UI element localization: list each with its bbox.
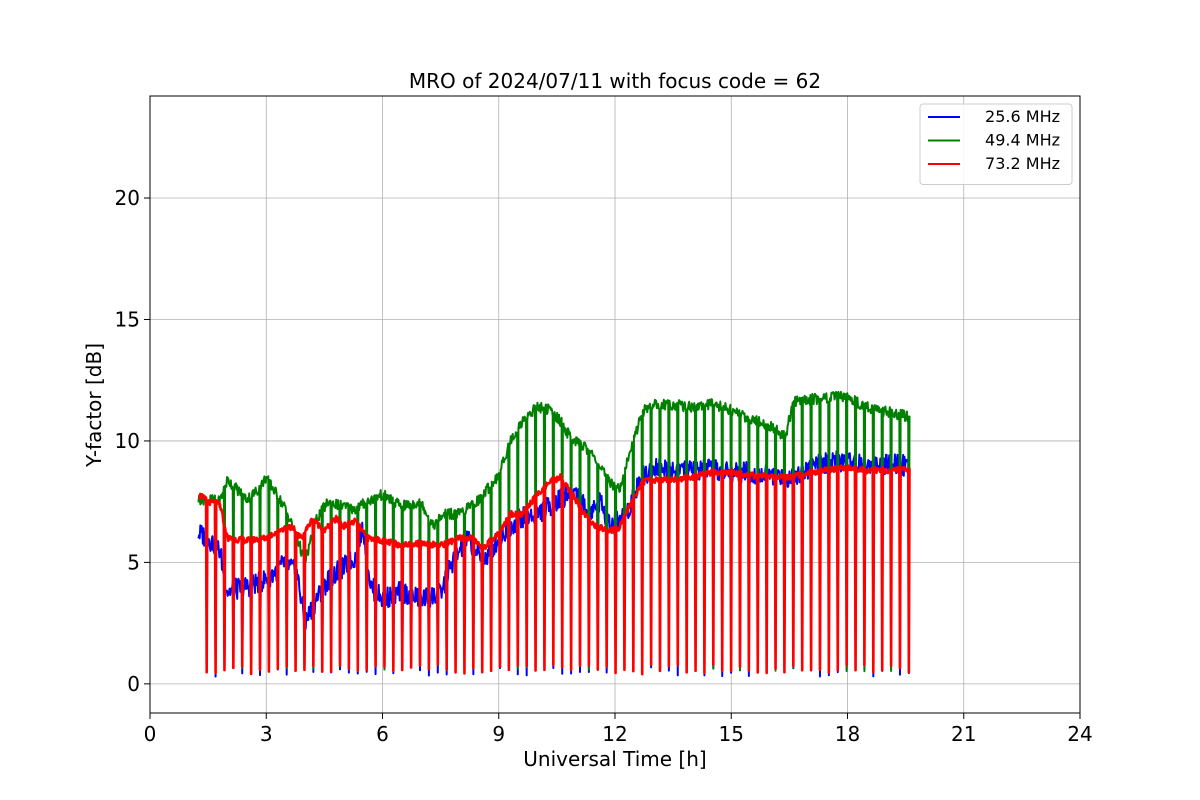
plot-area	[149, 96, 1081, 713]
y-axis-label: Y-factor [dB]	[82, 343, 106, 468]
y-tick-label: 0	[127, 672, 140, 696]
legend-item: 73.2 MHz	[928, 154, 1060, 173]
x-tick-label: 21	[951, 722, 976, 746]
legend-label: 73.2 MHz	[985, 154, 1060, 173]
y-tick-label: 10	[115, 429, 140, 453]
chart-title: MRO of 2024/07/11 with focus code = 62	[409, 69, 821, 93]
series-73-2-mhz	[197, 464, 911, 676]
x-tick-label: 12	[602, 722, 627, 746]
x-tick-label: 6	[376, 722, 389, 746]
x-axis-label: Universal Time [h]	[523, 747, 706, 771]
legend-label: 49.4 MHz	[985, 131, 1060, 150]
y-tick-label: 15	[115, 307, 140, 331]
x-tick-label: 3	[260, 722, 273, 746]
x-tick-label: 18	[835, 722, 860, 746]
series-line	[197, 464, 911, 676]
legend: 25.6 MHz 49.4 MHz 73.2 MHz	[919, 103, 1073, 185]
axes: 0 3 6 9 12 15 18 21 24 0 5 10 15 20	[115, 95, 1093, 746]
legend-label: 25.6 MHz	[985, 107, 1060, 126]
y-tick-label: 5	[127, 550, 140, 574]
x-tick-label: 24	[1067, 722, 1092, 746]
y-tick-label: 20	[115, 186, 140, 210]
x-tick-label: 0	[144, 722, 157, 746]
x-tick-label: 9	[492, 722, 505, 746]
legend-item: 49.4 MHz	[928, 131, 1060, 150]
legend-item: 25.6 MHz	[928, 107, 1060, 126]
x-tick-label: 15	[719, 722, 744, 746]
